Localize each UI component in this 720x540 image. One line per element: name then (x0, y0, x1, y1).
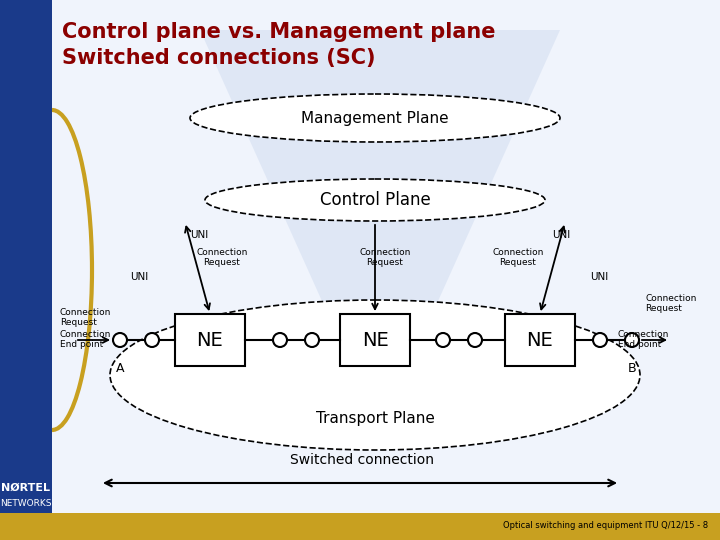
Text: Control plane vs. Management plane: Control plane vs. Management plane (62, 22, 495, 42)
Bar (175, 314, 245, 366)
Text: Connection
Request: Connection Request (197, 248, 248, 267)
Circle shape (113, 333, 127, 347)
Text: Optical switching and equipment ITU Q/12/15 - 8: Optical switching and equipment ITU Q/12… (503, 522, 708, 530)
Text: UNI: UNI (130, 272, 148, 282)
Text: Connection
End point: Connection End point (60, 330, 112, 349)
Circle shape (305, 333, 319, 347)
Text: Connection
End point: Connection End point (618, 330, 670, 349)
Text: Control Plane: Control Plane (320, 191, 431, 209)
Circle shape (145, 333, 159, 347)
Circle shape (625, 333, 639, 347)
Text: Connection
Request: Connection Request (645, 294, 696, 313)
Text: NE: NE (197, 330, 223, 349)
Text: UNI: UNI (190, 230, 208, 240)
Ellipse shape (205, 179, 545, 221)
Text: NETWORKS: NETWORKS (0, 500, 52, 509)
Text: Switched connection: Switched connection (290, 453, 434, 467)
Circle shape (593, 333, 607, 347)
Text: A: A (116, 362, 125, 375)
Circle shape (468, 333, 482, 347)
Text: Connection
Request: Connection Request (359, 248, 410, 267)
Text: Transport Plane: Transport Plane (315, 410, 434, 426)
Bar (340, 314, 410, 366)
Text: Connection
Request: Connection Request (60, 308, 112, 327)
Text: Management Plane: Management Plane (301, 111, 449, 125)
Circle shape (273, 333, 287, 347)
Bar (0, 0, 52, 540)
Text: NE: NE (361, 330, 388, 349)
Text: B: B (628, 362, 636, 375)
Bar (505, 314, 575, 366)
Polygon shape (200, 30, 560, 430)
Text: UNI: UNI (552, 230, 570, 240)
Text: NE: NE (526, 330, 554, 349)
Text: Switched connections (SC): Switched connections (SC) (62, 48, 376, 68)
Text: UNI: UNI (590, 272, 608, 282)
Bar (0, 513, 720, 540)
Ellipse shape (110, 300, 640, 450)
Ellipse shape (190, 94, 560, 142)
Text: Connection
Request: Connection Request (492, 248, 544, 267)
Text: NØRTEL: NØRTEL (1, 483, 50, 493)
Circle shape (436, 333, 450, 347)
